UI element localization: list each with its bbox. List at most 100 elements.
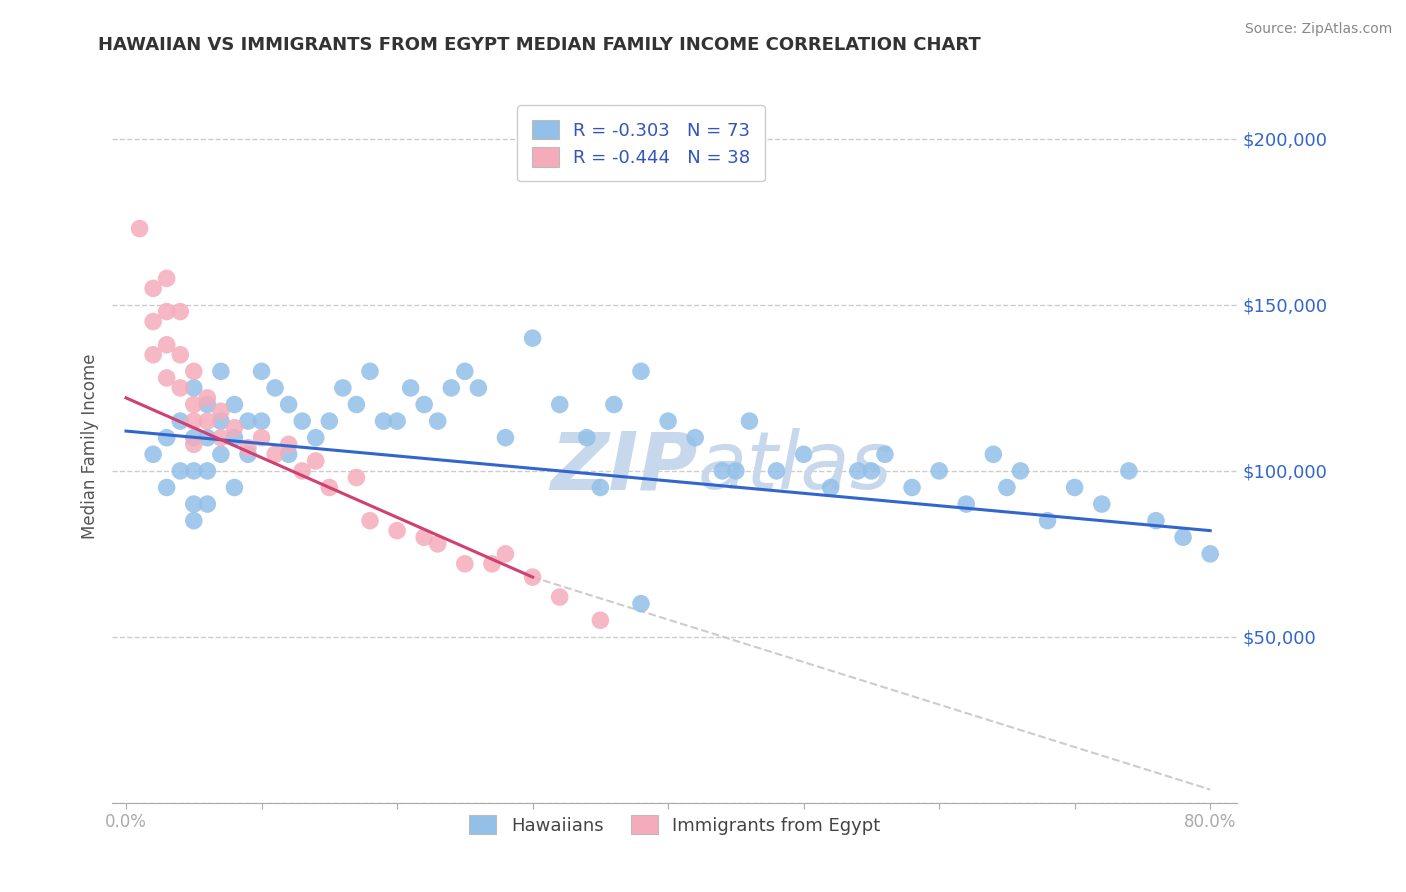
Point [156, 338, 179, 352]
Point [548, 397, 571, 411]
Point [250, 414, 273, 428]
Point [603, 397, 626, 411]
Point [305, 454, 328, 468]
Point [224, 397, 246, 411]
Point [250, 431, 273, 445]
Point [183, 514, 205, 528]
Point [156, 431, 179, 445]
Point [630, 597, 652, 611]
Point [793, 447, 815, 461]
Point [683, 431, 706, 445]
Point [195, 397, 218, 411]
Point [183, 381, 205, 395]
Point [318, 481, 340, 495]
Point [305, 431, 328, 445]
Point [1144, 514, 1167, 528]
Point [236, 447, 259, 461]
Point [711, 464, 734, 478]
Point [169, 414, 191, 428]
Point [522, 570, 544, 584]
Point [1199, 547, 1222, 561]
Point [209, 364, 232, 378]
Point [183, 464, 205, 478]
Point [724, 464, 747, 478]
Point [183, 397, 205, 411]
Point [156, 271, 179, 285]
Point [128, 221, 150, 235]
Point [142, 447, 165, 461]
Point [385, 524, 408, 538]
Point [277, 397, 299, 411]
Point [291, 414, 314, 428]
Point [901, 481, 924, 495]
Point [344, 397, 367, 411]
Point [738, 414, 761, 428]
Point [209, 447, 232, 461]
Point [183, 437, 205, 451]
Point [846, 464, 869, 478]
Point [1118, 464, 1140, 478]
Point [209, 404, 232, 418]
Point [359, 514, 381, 528]
Point [426, 414, 449, 428]
Point [575, 431, 598, 445]
Point [195, 431, 218, 445]
Point [373, 414, 395, 428]
Text: Source: ZipAtlas.com: Source: ZipAtlas.com [1244, 22, 1392, 37]
Point [156, 371, 179, 385]
Point [928, 464, 950, 478]
Point [413, 397, 436, 411]
Point [169, 381, 191, 395]
Point [195, 414, 218, 428]
Y-axis label: Median Family Income: Median Family Income [80, 353, 98, 539]
Point [1036, 514, 1059, 528]
Text: ZIP: ZIP [550, 428, 697, 507]
Legend: Hawaiians, Immigrants from Egypt: Hawaiians, Immigrants from Egypt [460, 805, 890, 844]
Point [195, 464, 218, 478]
Point [860, 464, 883, 478]
Point [142, 314, 165, 328]
Point [1063, 481, 1085, 495]
Point [224, 421, 246, 435]
Point [344, 470, 367, 484]
Point [183, 497, 205, 511]
Point [454, 557, 477, 571]
Point [156, 304, 179, 318]
Point [983, 447, 1005, 461]
Point [630, 364, 652, 378]
Point [142, 281, 165, 295]
Point [224, 431, 246, 445]
Point [454, 364, 477, 378]
Point [548, 590, 571, 604]
Point [264, 381, 287, 395]
Point [995, 481, 1018, 495]
Point [495, 547, 517, 561]
Point [820, 481, 842, 495]
Point [264, 447, 287, 461]
Text: atlas: atlas [697, 428, 893, 507]
Point [318, 414, 340, 428]
Point [236, 441, 259, 455]
Point [589, 613, 612, 627]
Point [183, 364, 205, 378]
Point [236, 414, 259, 428]
Point [413, 530, 436, 544]
Point [589, 481, 612, 495]
Point [495, 431, 517, 445]
Point [183, 431, 205, 445]
Point [1091, 497, 1114, 511]
Point [209, 414, 232, 428]
Point [291, 464, 314, 478]
Point [277, 447, 299, 461]
Point [1171, 530, 1194, 544]
Point [209, 431, 232, 445]
Point [481, 557, 503, 571]
Point [332, 381, 354, 395]
Point [183, 414, 205, 428]
Point [385, 414, 408, 428]
Point [522, 331, 544, 345]
Point [765, 464, 787, 478]
Point [359, 364, 381, 378]
Point [440, 381, 463, 395]
Point [467, 381, 489, 395]
